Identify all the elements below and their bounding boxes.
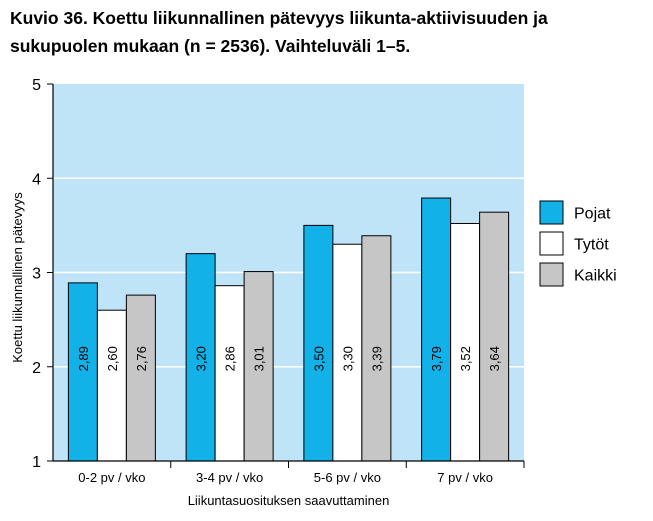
- y-tick-label: 2: [32, 360, 41, 377]
- bar: [214, 285, 245, 462]
- bar: [96, 309, 127, 462]
- bar: [450, 222, 481, 462]
- bar: [125, 294, 156, 462]
- bar-value-label: 3,30: [340, 346, 355, 371]
- axes: 1 2 3 4 5 0-2 pv / vko 3-4 pv / vko 5-6 pv / vk…: [32, 77, 525, 485]
- legend-swatch: [539, 262, 564, 287]
- bar-value-label: 3,01: [252, 346, 267, 371]
- legend-label: Kaikki: [574, 268, 617, 285]
- bar-value-label: 3,50: [311, 346, 326, 371]
- y-tick-label: 1: [32, 454, 41, 471]
- bar-value-label: 3,64: [487, 346, 502, 371]
- bar-value-label: 3,79: [429, 346, 444, 371]
- bars: 2,89 2,60 2,76 3,20 2,86 3,01 3,50 3,30 3,39 3,79…: [67, 197, 510, 462]
- legend-label: Tytöt: [574, 237, 609, 254]
- x-tick-label: 5-6 pv / vko: [314, 470, 381, 485]
- bar-value-label: 3,20: [194, 346, 209, 371]
- legend-swatch: [539, 200, 564, 225]
- y-tick-label: 4: [32, 171, 41, 188]
- bar-value-label: 3,39: [369, 346, 384, 371]
- x-tick-label: 7 pv / vko: [437, 470, 493, 485]
- legend-label: Pojat: [574, 206, 611, 223]
- bar: [243, 271, 274, 462]
- legend-item: Tytöt: [539, 231, 609, 256]
- bar: [361, 235, 392, 462]
- y-tick-label: 3: [32, 266, 41, 283]
- x-tick-label: 0-2 pv / vko: [78, 470, 145, 485]
- bar: [332, 243, 363, 462]
- bar-value-label: 3,52: [458, 346, 473, 371]
- legend-item: Pojat: [539, 200, 611, 225]
- x-axis-title: Liikuntasuosituksen saavuttaminen: [188, 493, 390, 508]
- legend-item: Kaikki: [539, 262, 617, 287]
- bar-value-label: 2,60: [105, 346, 120, 371]
- bar-value-label: 2,76: [134, 346, 149, 371]
- legend: Pojat Tytöt Kaikki: [539, 200, 617, 287]
- bar-value-label: 2,89: [76, 346, 91, 371]
- y-tick-label: 5: [32, 77, 41, 94]
- bar: [479, 211, 510, 462]
- bar-value-label: 2,86: [223, 346, 238, 371]
- bar: [303, 224, 334, 462]
- bar: [421, 197, 452, 462]
- x-tick-label: 3-4 pv / vko: [196, 470, 263, 485]
- legend-swatch: [539, 231, 564, 256]
- figure-title: Kuvio 36. Koettu liikunnallinen pätevyys…: [10, 8, 548, 56]
- bar: [185, 253, 216, 462]
- y-axis-title: Koettu liikunnallinen pätevyys: [10, 192, 25, 363]
